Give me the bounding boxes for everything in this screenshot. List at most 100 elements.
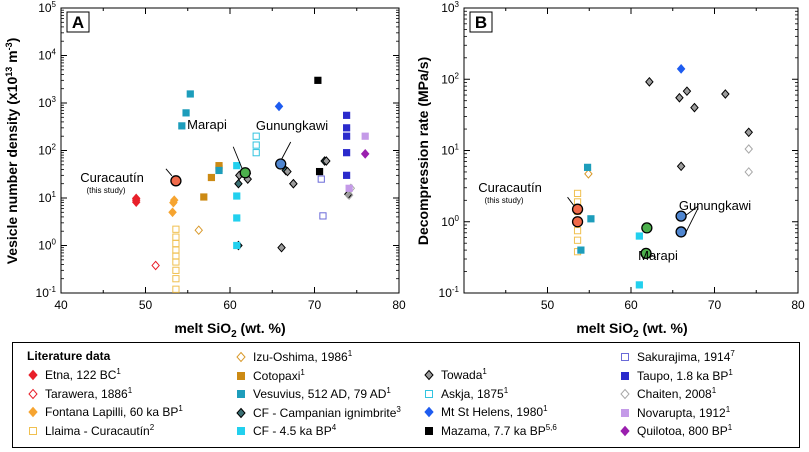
- data-point-sakurajima: [317, 175, 325, 183]
- legend-marker-sakurajima: [621, 353, 629, 361]
- data-point-towada: [690, 102, 699, 113]
- data-point-msh: [676, 63, 686, 74]
- annotation-leader: [281, 141, 292, 160]
- data-point-llaima: [573, 227, 582, 235]
- legend-marker-shape: [425, 426, 433, 435]
- legend-marker-shape: [424, 369, 434, 381]
- data-point-izu: [194, 225, 204, 236]
- study-point: [239, 167, 251, 179]
- panel-b-ylabel: Decompression rate (MPa/s): [415, 57, 431, 245]
- study-point: [571, 216, 584, 228]
- y-tick-label: 10-1: [439, 285, 460, 300]
- y-tick-label: 103: [38, 95, 56, 110]
- annotation-leader: [685, 205, 699, 216]
- data-point-taupo: [343, 124, 351, 132]
- legend-marker-shape: [237, 427, 245, 435]
- panel-a-letter-box: [66, 11, 90, 33]
- legend-marker-shape: [425, 389, 433, 398]
- annotation-leader: [649, 253, 657, 258]
- x-tick-label: 40: [54, 298, 68, 312]
- panel-b-frame: [463, 7, 799, 294]
- x-tick-label: 50: [541, 298, 555, 312]
- panel-a-points: [131, 76, 370, 293]
- legend-marker-cotopaxi: [237, 371, 245, 380]
- legend-marker-mazama: [425, 426, 433, 435]
- panel-a-letter: A: [72, 13, 84, 32]
- data-point-llaima: [172, 233, 180, 241]
- annotation-marapi: Marapi: [187, 117, 227, 132]
- data-point-vesuvius: [583, 163, 592, 171]
- legend-label: Towada1: [441, 367, 487, 383]
- data-point-towada: [721, 89, 730, 99]
- annotation-this-study: (this study): [86, 186, 125, 195]
- legend-marker-shape: [28, 406, 38, 418]
- data-point-llaima: [172, 239, 180, 248]
- data-point-vesuvius: [215, 166, 223, 175]
- x-tick-label: 70: [308, 298, 322, 312]
- data-point-cotopaxi: [200, 193, 208, 201]
- data-point-taupo: [343, 132, 351, 140]
- legend-label: Taupo, 1.8 ka BP1: [637, 367, 733, 383]
- data-point-tarawera: [151, 260, 160, 271]
- data-point-vesuvius: [186, 90, 194, 98]
- data-point-towada: [645, 76, 654, 87]
- data-point-llaima: [573, 236, 582, 244]
- annotation-leader: [165, 168, 173, 177]
- y-tick-label: 10-1: [36, 285, 57, 300]
- data-point-llaima: [172, 252, 180, 260]
- data-point-cf45: [635, 232, 643, 240]
- data-point-vesuvius: [577, 246, 585, 254]
- legend-marker-shape: [28, 369, 38, 381]
- data-point-novarupta: [361, 132, 369, 140]
- y-tick-label: 101: [441, 143, 459, 158]
- legend-label: Novarupta, 19121: [637, 404, 731, 420]
- data-point-vesuvius: [587, 215, 595, 223]
- y-tick-label: 100: [441, 214, 459, 229]
- legend-marker-shape: [29, 426, 37, 435]
- legend-marker-shape: [621, 353, 629, 361]
- legend-label: Mazama, 7.7 ka BP5,6: [441, 422, 557, 438]
- annotation-this-study: (this study): [484, 196, 523, 205]
- y-tick-label: 101: [38, 190, 56, 205]
- data-point-towada: [682, 86, 692, 97]
- legend-marker-novarupta: [621, 408, 629, 417]
- data-point-llaima: [172, 225, 180, 233]
- legend-label: Chaiten, 20081: [637, 386, 717, 402]
- data-point-cf45: [635, 281, 643, 289]
- data-point-mazama: [314, 76, 322, 84]
- panel-a-xlabel: melt SiO2 (wt. %): [174, 320, 285, 340]
- legend: Literature data Etna, 122 BC1 Tarawera, 1…: [12, 342, 800, 448]
- data-point-sakurajima: [319, 212, 327, 220]
- legend-label: Izu-Oshima, 19861: [253, 349, 353, 365]
- data-point-cf45: [233, 192, 241, 200]
- data-point-towada: [283, 166, 292, 177]
- panel-b-letter-box: [469, 11, 493, 33]
- legend-marker-izu: [236, 351, 246, 363]
- data-point-taupo: [343, 171, 351, 179]
- legend-marker-cf45: [237, 427, 245, 435]
- data-point-quilotoa: [360, 148, 370, 159]
- annotation-curacautin: Curacautín: [80, 170, 144, 185]
- data-point-askja: [252, 132, 260, 140]
- legend-label: Fontana Lapilli, 60 ka BP1: [45, 404, 183, 420]
- data-point-llaima: [172, 258, 180, 266]
- legend-marker-shape: [424, 406, 434, 418]
- data-point-towada: [744, 127, 754, 138]
- figure: 10-1 100 101 102 103 104 105 40 50 60 70 80 Curacau…: [4, 0, 805, 340]
- data-point-novarupta: [345, 184, 353, 192]
- legend-label: Tarawera, 18861: [45, 385, 133, 401]
- legend-title: Literature data: [27, 349, 111, 363]
- panel-a-axes: 10-1 100 101 102 103 104 105 40 50 60 70 80: [36, 0, 406, 312]
- data-point-izu: [584, 169, 593, 179]
- legend-marker-quilotoa: [620, 425, 630, 437]
- y-tick-label: 104: [38, 48, 56, 63]
- legend-label: Vesuvius, 512 AD, 79 AD1: [253, 386, 391, 402]
- legend-marker-cfci: [236, 407, 246, 418]
- legend-marker-msh: [424, 406, 434, 418]
- legend-marker-shape: [620, 425, 630, 437]
- legend-marker-shape: [236, 407, 246, 418]
- y-tick-label: 102: [441, 71, 459, 86]
- data-point-vesuvius: [182, 109, 190, 117]
- data-point-towada: [676, 161, 686, 172]
- legend-marker-towada: [424, 369, 434, 381]
